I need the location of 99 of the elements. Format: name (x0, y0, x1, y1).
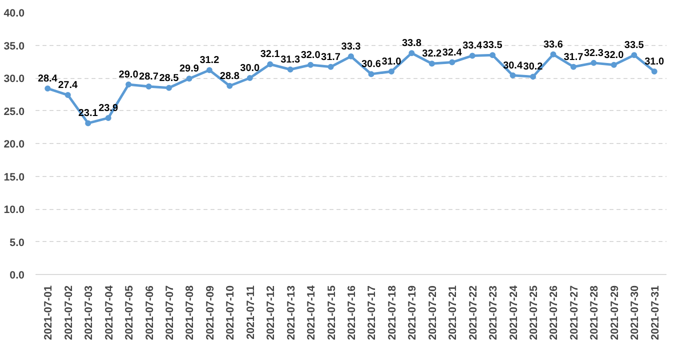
text: 33.5 (624, 40, 644, 52)
point (428, 60, 435, 67)
text: 33.3 (341, 41, 361, 52)
x-tick-label: 2021-07-24 (508, 285, 520, 340)
x-tick-label: 2021-07-07 (164, 285, 176, 340)
y-tick-label: 5.0 (10, 236, 25, 249)
point (85, 120, 92, 126)
point (328, 64, 334, 70)
point (126, 82, 132, 88)
y-tick-label: 10.0 (4, 204, 25, 216)
text: 33.4 (462, 40, 482, 52)
point (226, 82, 233, 89)
text: 30.6 (361, 59, 381, 70)
x-tick-label: 2021-07-31 (649, 285, 662, 340)
text: 31.3 (280, 54, 300, 66)
point (287, 66, 294, 72)
point (246, 75, 253, 81)
text: 33.5 (482, 40, 502, 52)
x-tick-label: 2021-07-05 (124, 285, 136, 340)
point (510, 72, 516, 78)
point (267, 61, 274, 68)
point (631, 52, 638, 58)
text: 32.3 (584, 48, 604, 59)
text: 31.0 (382, 56, 402, 68)
x-tick-label: 2021-07-17 (366, 285, 378, 340)
point (449, 59, 456, 66)
point (186, 76, 192, 82)
x-tick-label: 2021-07-10 (224, 285, 237, 340)
x-tick-label: 2021-07-19 (406, 285, 419, 340)
text: 33.6 (544, 39, 563, 50)
x-tick-label: 2021-07-26 (548, 285, 560, 340)
x-tick-label: 2021-07-11 (244, 285, 257, 340)
x-tick-label: 2021-07-09 (204, 285, 216, 340)
y-tick-label: 30.0 (4, 73, 25, 85)
x-tick-label: 2021-07-14 (306, 285, 318, 340)
x-tick-label: 2021-07-04 (103, 285, 116, 340)
text: 31.7 (564, 52, 584, 63)
x-tick-label: 2021-07-20 (426, 285, 439, 340)
text: 29.0 (118, 70, 138, 81)
point (368, 71, 374, 78)
x-tick-label: 2021-07-02 (62, 285, 75, 340)
text: 31.2 (200, 55, 220, 66)
text: 27.4 (58, 80, 78, 92)
y-tick-label: 40.0 (4, 8, 25, 20)
text: 30.0 (240, 63, 260, 74)
x-tick-label: 2021-07-03 (83, 285, 96, 340)
text: 28.4 (38, 73, 58, 84)
point (590, 60, 597, 66)
point (610, 62, 617, 68)
x-tick-label: 2021-07-06 (144, 285, 156, 340)
point (166, 84, 172, 91)
x-tick-label: 2021-07-16 (346, 285, 358, 340)
x-tick-label: 2021-07-01 (42, 285, 55, 340)
point (44, 85, 51, 92)
point (490, 52, 496, 58)
text: 32.1 (260, 49, 280, 60)
x-tick-label: 2021-07-22 (467, 285, 480, 340)
x-tick-label: 2021-07-13 (285, 285, 298, 340)
text: 32.4 (442, 47, 462, 58)
y-tick-label: 35.0 (4, 40, 25, 52)
x-tick-label: 2021-07-08 (184, 285, 196, 340)
point (570, 64, 576, 70)
point (308, 62, 314, 68)
text: 33.8 (402, 38, 422, 50)
x-tick-label: 2021-07-27 (568, 285, 580, 340)
x-tick-label: 2021-07-12 (265, 285, 278, 340)
text: 32.0 (604, 50, 624, 61)
x-tick-label: 2021-07-29 (608, 285, 621, 340)
text: 32.2 (422, 48, 442, 60)
text: 30.4 (503, 60, 523, 72)
y-tick-label: 0.0 (10, 270, 25, 282)
x-tick-label: 2021-07-18 (386, 285, 398, 340)
x-tick-label: 2021-07-28 (588, 285, 601, 340)
text: 28.8 (220, 70, 240, 82)
point (348, 53, 354, 60)
x-tick-label: 2021-07-25 (528, 285, 540, 340)
text: 29.9 (179, 64, 199, 75)
x-tick-label: 2021-07-15 (326, 285, 338, 340)
point (388, 68, 394, 74)
point (550, 51, 556, 58)
point (530, 74, 536, 80)
text: 31.0 (644, 56, 664, 68)
point (64, 92, 71, 98)
x-tick-label: 2021-07-30 (629, 285, 642, 340)
text: 32.0 (300, 50, 320, 61)
text: 31.7 (321, 52, 341, 63)
text: 28.7 (139, 72, 158, 83)
x-tick-label: 2021-07-23 (488, 285, 500, 340)
point (146, 84, 152, 90)
point (105, 114, 112, 121)
point (469, 52, 476, 59)
y-tick-label: 25.0 (4, 106, 25, 118)
point (206, 67, 212, 74)
point (651, 68, 658, 74)
y-tick-label: 15.0 (4, 171, 25, 184)
text: 28.5 (159, 72, 179, 84)
x-tick-label: 2021-07-21 (447, 285, 460, 340)
y-tick-label: 20.0 (4, 138, 25, 150)
point (408, 50, 415, 56)
